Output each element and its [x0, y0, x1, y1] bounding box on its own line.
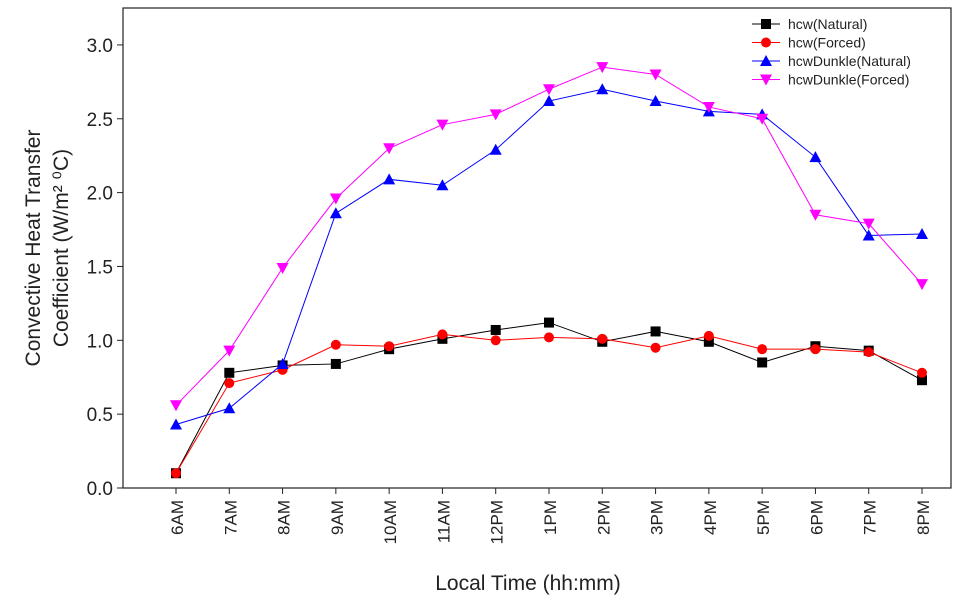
x-tick-label: 3PM	[648, 500, 667, 535]
legend-marker	[761, 19, 771, 29]
legend-label: hcwDunkle(Natural)	[788, 53, 911, 69]
marker	[649, 69, 662, 81]
marker	[917, 367, 927, 378]
marker	[330, 339, 341, 350]
marker	[223, 402, 236, 414]
marker	[702, 101, 715, 113]
x-tick-label: 1PM	[541, 500, 560, 535]
series-line	[175, 322, 923, 474]
marker	[917, 375, 927, 386]
marker	[543, 84, 555, 96]
marker	[596, 62, 609, 74]
x-tick-label: 7AM	[221, 500, 240, 535]
marker	[383, 173, 396, 185]
marker	[489, 109, 502, 121]
y-tick-label: 2.0	[87, 184, 113, 205]
marker	[810, 344, 821, 355]
legend-label: hcw(Forced)	[788, 35, 866, 51]
marker	[543, 95, 555, 107]
marker	[436, 179, 449, 191]
marker	[329, 207, 342, 219]
marker	[756, 113, 769, 125]
marker	[650, 342, 661, 353]
marker	[276, 357, 289, 369]
y-tick-label: 1.0	[87, 331, 113, 352]
marker	[757, 357, 768, 368]
marker	[170, 418, 182, 430]
x-axis-label: Local Time (hh:mm)	[435, 572, 621, 595]
marker	[490, 324, 501, 335]
legend-marker	[760, 55, 772, 66]
marker	[436, 119, 449, 131]
series-line	[175, 88, 923, 425]
marker	[862, 229, 875, 241]
y-tick-label: 1.5	[87, 257, 113, 278]
x-tick-label: 4PM	[701, 500, 720, 535]
marker	[916, 227, 928, 239]
y-axis-label: Coefficient (W/m² ⁰C)	[50, 149, 73, 347]
marker	[170, 400, 182, 412]
legend-marker	[760, 74, 772, 86]
marker	[276, 262, 289, 274]
marker	[437, 329, 448, 340]
marker	[544, 332, 554, 343]
x-tick-label: 9AM	[328, 500, 347, 535]
marker	[703, 330, 714, 341]
x-tick-label: 5PM	[754, 500, 773, 535]
x-tick-label: 6AM	[168, 500, 187, 535]
marker	[223, 345, 236, 357]
marker	[916, 279, 928, 291]
marker	[384, 341, 395, 352]
x-tick-label: 2PM	[594, 500, 613, 535]
marker	[490, 335, 501, 346]
series-line	[175, 66, 923, 406]
x-tick-label: 10AM	[381, 500, 400, 544]
marker	[224, 378, 235, 389]
x-tick-label: 8PM	[914, 500, 933, 535]
x-tick-label: 8AM	[275, 500, 294, 535]
marker	[703, 336, 714, 347]
marker	[489, 143, 502, 155]
x-tick-label: 11AM	[434, 500, 453, 543]
marker	[809, 151, 822, 163]
y-tick-label: 0.5	[87, 405, 113, 426]
plot-frame	[122, 7, 952, 489]
y-tick-label: 0.0	[87, 479, 113, 500]
x-tick-label: 6PM	[807, 500, 826, 535]
series-line	[175, 333, 923, 474]
y-axis-label: Convective Heat Transfer	[22, 130, 45, 367]
x-tick-label: 12PM	[488, 500, 507, 544]
legend-label: hcw(Natural)	[788, 16, 867, 32]
x-tick-label: 7PM	[861, 500, 880, 535]
legend-marker	[761, 37, 771, 48]
marker	[809, 209, 822, 221]
marker	[597, 333, 608, 344]
marker	[224, 367, 235, 378]
marker	[596, 83, 609, 95]
y-tick-label: 2.5	[87, 110, 113, 131]
marker	[862, 218, 875, 230]
marker	[757, 344, 768, 355]
marker	[650, 326, 661, 337]
marker	[329, 193, 342, 205]
marker	[171, 468, 181, 479]
y-tick-label: 3.0	[87, 36, 113, 57]
marker	[649, 95, 662, 107]
marker	[383, 143, 396, 155]
marker	[544, 317, 554, 328]
marker	[863, 347, 874, 358]
marker	[330, 358, 341, 369]
legend-label: hcwDunkle(Forced)	[788, 72, 909, 88]
